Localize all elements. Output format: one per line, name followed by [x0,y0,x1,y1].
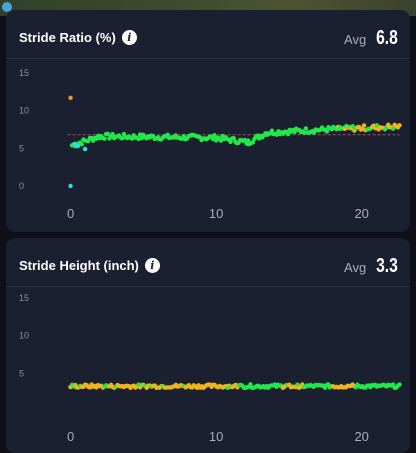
stride-height-chart: 15 10 5 0 10 20 [19,293,402,444]
data-point [248,382,253,387]
data-point [285,131,291,137]
data-point [82,146,88,152]
card-divider [6,58,410,59]
data-point [397,123,402,128]
avg-value: 6.8 [376,27,398,49]
map-pin-icon [2,2,12,12]
data-point [390,382,396,387]
data-point [302,130,307,136]
stride-ratio-title: Stride Ratio (%) [19,30,116,45]
stride-height-title: Stride Height (inch) [19,258,139,273]
x-tick-label: 10 [209,429,223,444]
data-point [110,131,115,137]
avg-label: Avg [344,32,367,47]
data-point [181,133,186,139]
y-tick-label: 5 [19,368,24,378]
avg-value: 3.3 [376,255,398,277]
stride-ratio-card: Stride Ratio (%) i Avg 6.8 15 10 5 0 0 10 20 [6,10,410,232]
data-point [102,136,107,141]
y-tick-label: 15 [19,293,29,303]
data-point [105,131,110,137]
y-tick-label: 5 [19,143,24,153]
x-tick-label: 20 [354,206,368,221]
data-point [245,138,251,143]
data-point [303,126,309,131]
y-tick-label: 15 [19,68,29,78]
stride-height-title-row: Stride Height (inch) i [19,258,160,273]
x-tick-label: 0 [67,206,74,221]
data-point [390,126,396,131]
card-divider [6,286,410,287]
x-tick-label: 0 [67,429,74,444]
data-point [269,128,275,133]
data-point [350,124,355,129]
data-point [250,140,256,145]
info-icon[interactable]: i [144,258,160,273]
data-point [397,382,402,387]
stride-height-card: Stride Height (inch) i Avg 3.3 15 10 5 0 10 20 [6,238,410,453]
y-tick-label: 10 [19,331,29,341]
stride-ratio-chart: 15 10 5 0 0 10 20 [19,68,402,221]
y-tick-label: 0 [19,181,24,191]
x-tick-label: 20 [354,429,368,444]
stride-ratio-title-row: Stride Ratio (%) i [19,30,137,45]
data-point [361,123,367,128]
data-point [228,139,233,144]
data-point [68,95,73,101]
data-point [231,135,236,141]
avg-label: Avg [344,260,367,275]
data-point [68,183,73,189]
y-tick-label: 10 [19,106,29,116]
data-point [75,143,81,149]
data-point [137,132,143,137]
data-point [79,142,84,147]
data-point [165,132,170,137]
data-point [374,123,380,128]
stride-ratio-average: Avg 6.8 [344,27,398,50]
x-tick-label: 10 [209,206,223,221]
info-icon[interactable]: i [121,30,137,45]
stride-height-average: Avg 3.3 [344,255,398,278]
data-point [324,129,330,134]
